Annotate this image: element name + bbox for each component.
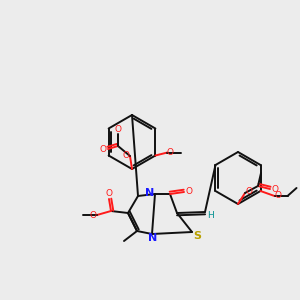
Text: O: O xyxy=(245,188,253,196)
Text: O: O xyxy=(89,211,97,220)
Text: H: H xyxy=(207,211,213,220)
Text: S: S xyxy=(193,231,201,241)
Text: O: O xyxy=(272,184,278,194)
Text: O: O xyxy=(185,188,193,196)
Text: O: O xyxy=(274,191,281,200)
Text: O: O xyxy=(115,124,122,134)
Text: O: O xyxy=(122,152,130,160)
Text: N: N xyxy=(148,233,158,243)
Text: O: O xyxy=(100,145,106,154)
Text: O: O xyxy=(106,190,112,199)
Text: O: O xyxy=(167,148,174,157)
Text: N: N xyxy=(146,188,154,198)
